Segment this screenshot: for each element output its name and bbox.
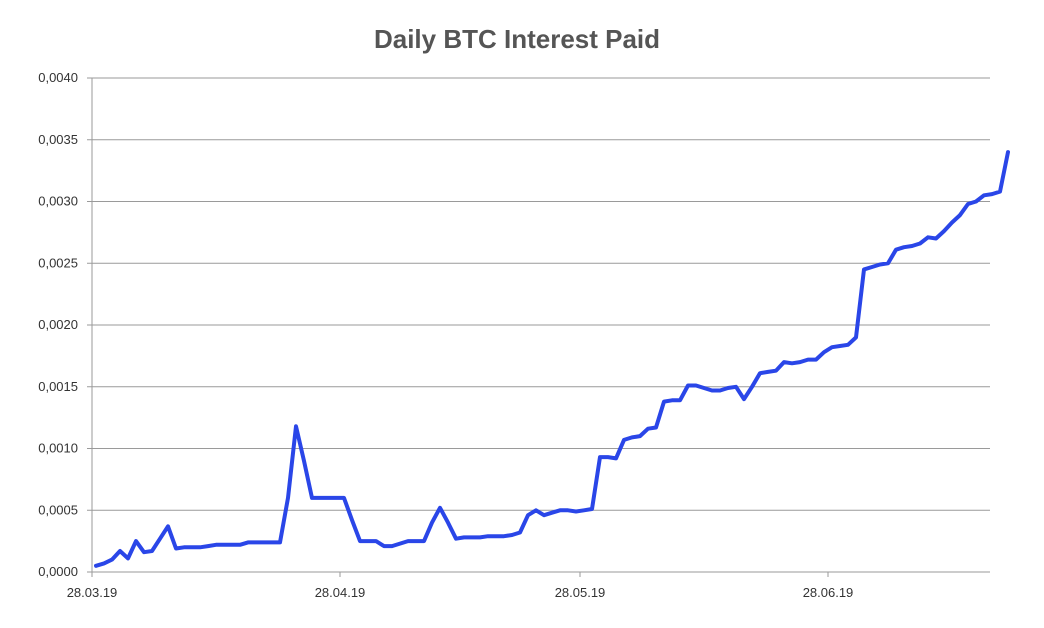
series-layer xyxy=(94,150,1010,568)
x-tick-label: 28.03.19 xyxy=(67,585,118,600)
chart-title: Daily BTC Interest Paid xyxy=(373,24,661,54)
axis-layer: 0,0000 0,0005 0,0010 0,0015 0,0020 0,0025 0,00… xyxy=(38,70,990,600)
y-tick-label: 0,0020 xyxy=(38,317,78,332)
x-tick-label: 28.05.19 xyxy=(555,585,606,600)
y-tick-label: 0,0015 xyxy=(38,379,78,394)
y-tick-label: 0,0035 xyxy=(38,132,78,147)
y-tick-label: 0,0005 xyxy=(38,502,78,517)
series-line xyxy=(94,150,1010,568)
grid-layer xyxy=(92,77,990,573)
x-tick-label: 28.06.19 xyxy=(803,585,854,600)
x-tick-label: 28.04.19 xyxy=(315,585,366,600)
y-tick-label: 0,0025 xyxy=(38,255,78,270)
y-tick-label: 0,0040 xyxy=(38,70,78,85)
y-tick-label: 0,0030 xyxy=(38,194,78,209)
y-tick-label: 0,0010 xyxy=(38,441,78,456)
y-tick-label: 0,0000 xyxy=(38,564,78,579)
